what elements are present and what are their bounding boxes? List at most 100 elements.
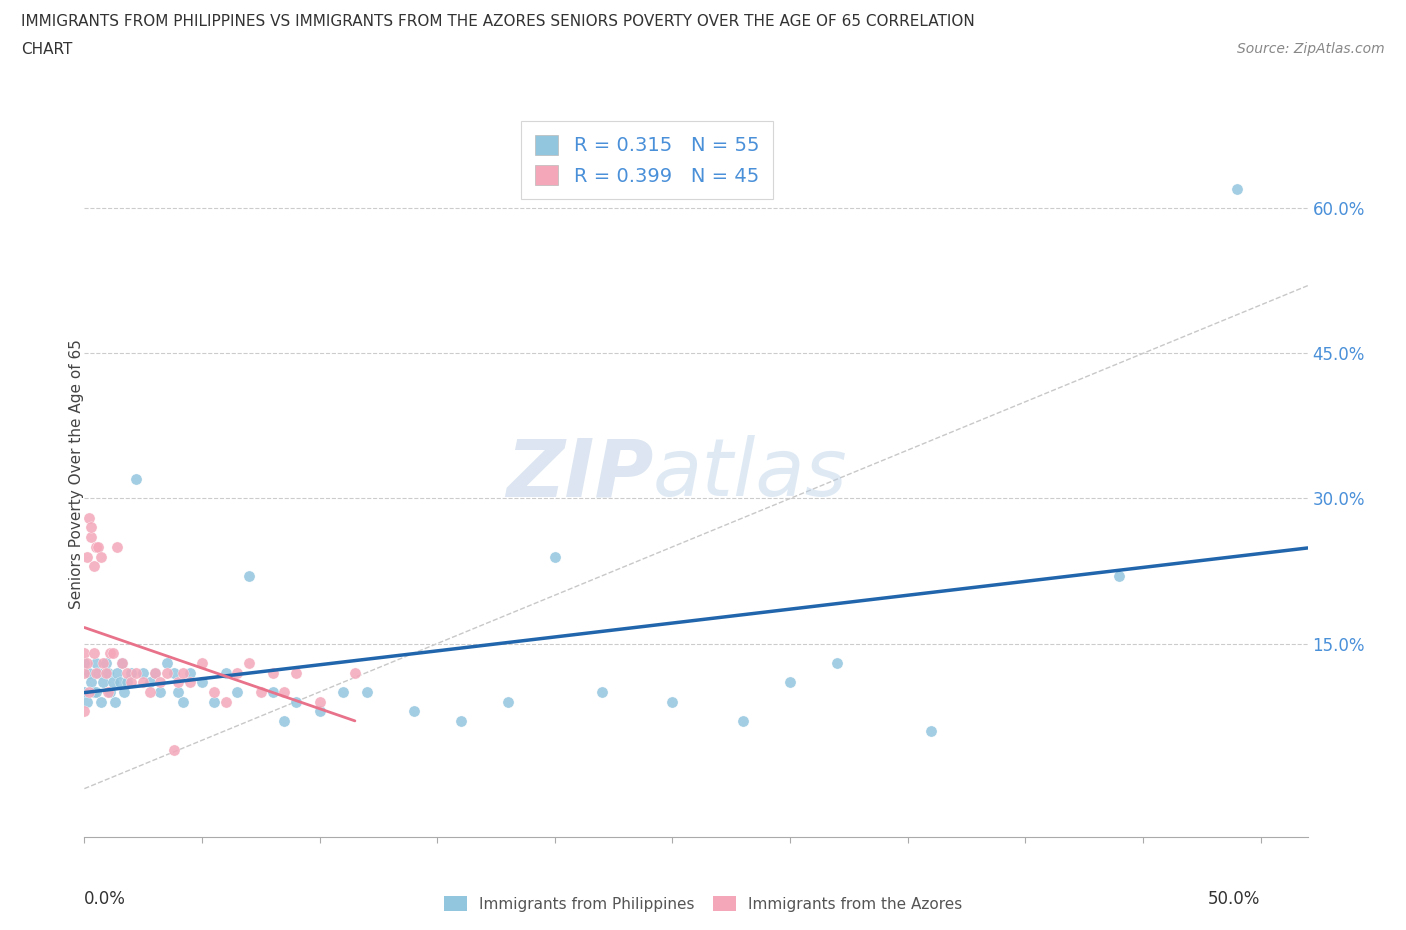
Text: Source: ZipAtlas.com: Source: ZipAtlas.com: [1237, 42, 1385, 56]
Point: [97, 684, 120, 699]
Point: [87, 539, 110, 554]
Point: [90, 549, 112, 564]
Point: [731, 713, 754, 728]
Point: [80, 675, 103, 690]
Point: [1226, 181, 1249, 196]
Point: [98, 684, 121, 699]
Point: [202, 684, 225, 699]
Point: [91, 675, 114, 690]
Point: [226, 684, 249, 699]
Point: [77, 684, 100, 699]
Point: [77, 665, 100, 680]
Point: [125, 472, 148, 486]
Point: [163, 665, 186, 680]
Point: [167, 684, 190, 699]
Point: [167, 675, 190, 690]
Text: ZIP: ZIP: [506, 435, 654, 513]
Point: [1108, 568, 1130, 583]
Point: [179, 675, 201, 690]
Point: [214, 665, 236, 680]
Point: [76, 694, 98, 709]
Point: [105, 539, 128, 554]
Point: [90, 694, 112, 709]
Point: [356, 684, 378, 699]
Point: [450, 713, 472, 728]
Legend: Immigrants from Philippines, Immigrants from the Azores: Immigrants from Philippines, Immigrants …: [437, 890, 969, 918]
Point: [97, 665, 120, 680]
Point: [156, 656, 179, 671]
Point: [262, 684, 284, 699]
Point: [308, 704, 330, 719]
Point: [94, 665, 117, 680]
Point: [98, 645, 121, 660]
Point: [149, 675, 172, 690]
Point: [83, 684, 105, 699]
Point: [101, 675, 124, 690]
Point: [332, 684, 354, 699]
Point: [343, 665, 366, 680]
Point: [214, 694, 236, 709]
Point: [120, 665, 142, 680]
Point: [143, 665, 166, 680]
Point: [115, 675, 138, 690]
Text: atlas: atlas: [654, 435, 848, 513]
Point: [191, 675, 214, 690]
Point: [80, 530, 103, 545]
Point: [101, 645, 124, 660]
Point: [273, 713, 295, 728]
Point: [76, 549, 98, 564]
Point: [120, 675, 142, 690]
Point: [73, 684, 96, 699]
Point: [111, 656, 134, 671]
Point: [238, 656, 260, 671]
Text: 50.0%: 50.0%: [1208, 890, 1261, 909]
Point: [84, 665, 107, 680]
Point: [104, 694, 127, 709]
Text: 0.0%: 0.0%: [84, 890, 127, 909]
Point: [273, 684, 295, 699]
Point: [73, 665, 96, 680]
Point: [249, 684, 271, 699]
Point: [139, 684, 162, 699]
Text: CHART: CHART: [21, 42, 73, 57]
Point: [156, 665, 179, 680]
Y-axis label: Seniors Poverty Over the Age of 65: Seniors Poverty Over the Age of 65: [69, 339, 83, 609]
Point: [91, 656, 114, 671]
Point: [402, 704, 425, 719]
Point: [143, 665, 166, 680]
Point: [172, 665, 194, 680]
Point: [105, 665, 128, 680]
Point: [125, 665, 148, 680]
Point: [108, 675, 131, 690]
Point: [73, 656, 96, 671]
Point: [111, 656, 134, 671]
Point: [285, 694, 308, 709]
Point: [84, 684, 107, 699]
Point: [87, 665, 110, 680]
Point: [591, 684, 613, 699]
Point: [285, 665, 308, 680]
Point: [83, 559, 105, 574]
Point: [163, 742, 186, 757]
Point: [132, 665, 155, 680]
Point: [149, 684, 172, 699]
Point: [544, 549, 567, 564]
Point: [94, 656, 117, 671]
Point: [73, 704, 96, 719]
Point: [779, 675, 801, 690]
Point: [262, 665, 284, 680]
Point: [308, 694, 330, 709]
Point: [84, 539, 107, 554]
Point: [238, 568, 260, 583]
Text: IMMIGRANTS FROM PHILIPPINES VS IMMIGRANTS FROM THE AZORES SENIORS POVERTY OVER T: IMMIGRANTS FROM PHILIPPINES VS IMMIGRANT…: [21, 14, 974, 29]
Point: [73, 645, 96, 660]
Point: [226, 665, 249, 680]
Point: [202, 694, 225, 709]
Point: [76, 656, 98, 671]
Legend: R = 0.315   N = 55, R = 0.399   N = 45: R = 0.315 N = 55, R = 0.399 N = 45: [522, 121, 773, 199]
Point: [920, 724, 942, 738]
Point: [496, 694, 519, 709]
Point: [80, 520, 103, 535]
Point: [661, 694, 683, 709]
Point: [139, 675, 162, 690]
